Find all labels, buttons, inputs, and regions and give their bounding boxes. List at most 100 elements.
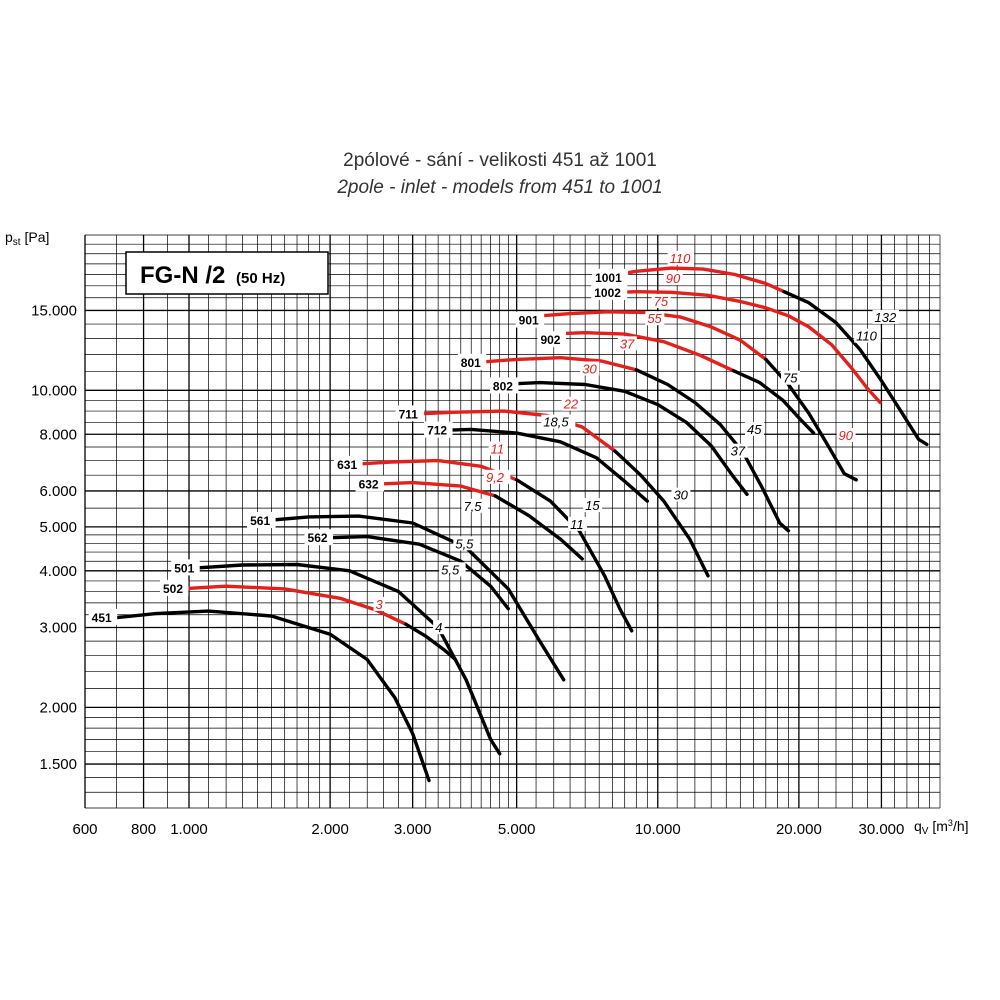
svg-text:FG-N /2 (50 Hz): FG-N /2 (50 Hz) [140, 262, 285, 289]
curve-901 [764, 357, 858, 482]
motor-power-label: 37 [620, 336, 635, 351]
y-tick-label: 6.000 [39, 483, 77, 500]
motor-power-label: 90 [666, 271, 681, 286]
y-axis-label: pst [Pa] [5, 229, 49, 248]
curve-711 [404, 409, 617, 453]
curve-1002 [602, 290, 882, 405]
y-tick-label: 5.000 [39, 519, 77, 536]
chart-title-czech: 2pólové - sání - velikosti 451 až 1001 [343, 150, 657, 171]
motor-power-label: 4 [435, 620, 442, 635]
model-label-1002: 1002 [594, 286, 621, 300]
motor-label-bg [461, 498, 488, 513]
motor-label-bg [541, 414, 576, 429]
motor-power-label: 5,5 [441, 562, 460, 577]
model-label-902: 902 [540, 333, 560, 347]
curve-631 [515, 478, 634, 633]
x-tick-label: 600 [72, 821, 97, 838]
motor-label-bg [667, 250, 695, 265]
motor-power-label: 7,5 [463, 499, 482, 514]
motor-label-bg [488, 441, 508, 456]
motor-power-label: 11 [491, 442, 505, 457]
model-label-bg [171, 559, 200, 576]
motor-power-label: 3 [376, 597, 384, 612]
curve-451 [111, 609, 431, 783]
model-label-bg [247, 512, 276, 529]
motor-label-bg [671, 487, 691, 502]
motor-power-label: 37 [731, 444, 746, 459]
motor-label-bg [453, 536, 480, 551]
motor-power-label: 15 [585, 498, 600, 513]
motor-label-bg [836, 428, 856, 443]
model-label-631: 631 [337, 458, 357, 472]
x-tick-label: 30.000 [858, 821, 904, 838]
axis-ticks: 1.500 2.000 3.000 4.000 5.000 6.000 8.000 10.00… [31, 302, 904, 838]
curve-902 [545, 331, 736, 373]
x-tick-label: 3.000 [394, 821, 432, 838]
model-label-bg [424, 421, 453, 438]
motor-label-bg [583, 498, 603, 513]
motor-label-bg [728, 443, 748, 458]
curve-1001 [782, 290, 929, 447]
motor-power-label: 110 [856, 329, 877, 344]
motor-label-bg [561, 396, 581, 411]
motor-power-label: 30 [673, 488, 688, 503]
x-tick-label: 20.000 [776, 821, 822, 838]
badge-sub: (50 Hz) [236, 270, 285, 287]
x-tick-label: 5.000 [498, 821, 536, 838]
x-axis-label: qV [m3/h] [914, 818, 969, 837]
motor-power-label: 11 [570, 517, 584, 532]
y-tick-label: 15.000 [31, 302, 77, 319]
model-label-711: 711 [399, 407, 419, 421]
motor-label-bg [580, 361, 600, 376]
motor-power-label: 132 [875, 310, 897, 325]
motor-power-label: 5,5 [455, 536, 474, 551]
model-label-801: 801 [461, 356, 481, 370]
motor-label-bg [781, 370, 801, 385]
motor-label-bg [854, 328, 881, 343]
model-label-bg [304, 529, 334, 546]
motor-label-bg [617, 336, 637, 351]
model-label-bg [334, 455, 363, 472]
motor-label-bg [373, 596, 386, 611]
model-label-bg [591, 283, 628, 300]
motor-power-label: 90 [839, 428, 854, 443]
motor-label-bg [568, 516, 588, 531]
curve-801 [634, 368, 791, 533]
model-label-562: 562 [308, 531, 328, 545]
curve-502 [176, 584, 408, 626]
curve-561 [258, 514, 566, 682]
y-tick-label: 2.000 [39, 699, 77, 716]
badge-main: FG-N /2 [140, 262, 225, 289]
curve-632 [493, 494, 584, 561]
curves [111, 266, 929, 783]
curve-632 [365, 480, 497, 498]
model-label-502: 502 [163, 582, 183, 596]
model-label-802: 802 [493, 379, 513, 393]
x-tick-label: 10.000 [635, 821, 681, 838]
badge: FG-N /2 (50 Hz) [125, 251, 329, 295]
motor-power-label: 75 [654, 294, 669, 309]
model-label-561: 561 [250, 514, 270, 528]
curve-712 [431, 427, 649, 503]
model-label-bg [489, 377, 519, 394]
motor-power-label: 75 [783, 371, 798, 386]
model-label-501: 501 [174, 561, 194, 575]
model-label-bg [395, 405, 425, 422]
y-tick-label: 1.500 [39, 756, 77, 773]
motor-label-bg [483, 469, 511, 484]
motor-label-bg [439, 562, 466, 577]
y-tick-label: 4.000 [39, 563, 77, 580]
curve-802 [498, 380, 749, 496]
x-tick-label: 800 [131, 821, 156, 838]
model-label-1001: 1001 [595, 271, 622, 285]
motor-label-bg [663, 271, 683, 286]
motor-label-bg [433, 620, 445, 635]
x-tick-label: 1.000 [170, 821, 208, 838]
curve-902 [731, 369, 816, 435]
curve-562 [314, 534, 510, 611]
motor-power-label: 18,5 [543, 415, 569, 430]
curve-501 [187, 562, 502, 756]
model-label-bg [88, 608, 118, 625]
